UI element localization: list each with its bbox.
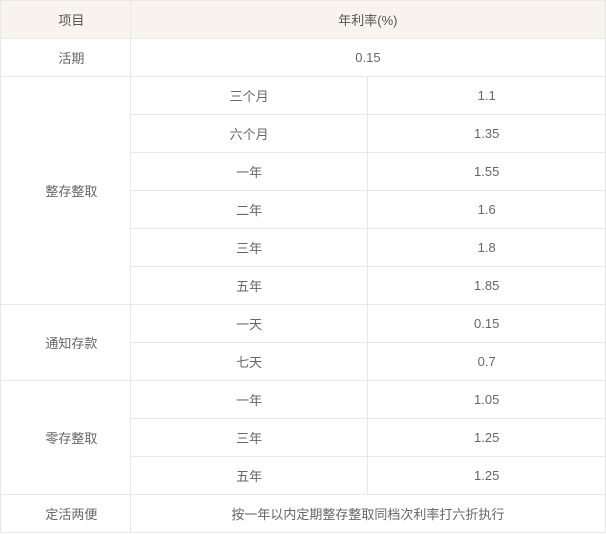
table-row: 零存整取 一年 1.05 xyxy=(1,381,606,419)
term-cell: 二年 xyxy=(130,191,368,229)
lump-label: 整存整取 xyxy=(1,77,131,305)
rate-cell: 1.55 xyxy=(368,153,606,191)
demand-rate: 0.15 xyxy=(130,39,605,77)
demand-row: 活期 0.15 xyxy=(1,39,606,77)
table-row: 通知存款 一天 0.15 xyxy=(1,305,606,343)
notice-label: 通知存款 xyxy=(1,305,131,381)
rate-cell: 0.15 xyxy=(368,305,606,343)
rate-cell: 1.05 xyxy=(368,381,606,419)
rate-cell: 1.6 xyxy=(368,191,606,229)
header-item: 项目 xyxy=(1,1,131,39)
term-cell: 一天 xyxy=(130,305,368,343)
header-row: 项目 年利率(%) xyxy=(1,1,606,39)
term-cell: 七天 xyxy=(130,343,368,381)
table-row: 整存整取 三个月 1.1 xyxy=(1,77,606,115)
header-rate: 年利率(%) xyxy=(130,1,605,39)
rate-cell: 1.25 xyxy=(368,457,606,495)
interest-rate-table: 项目 年利率(%) 活期 0.15 整存整取 三个月 1.1 六个月 1.35 … xyxy=(0,0,606,533)
rate-cell: 0.7 xyxy=(368,343,606,381)
term-cell: 三年 xyxy=(130,419,368,457)
rate-cell: 1.85 xyxy=(368,267,606,305)
installment-label: 零存整取 xyxy=(1,381,131,495)
term-cell: 三年 xyxy=(130,229,368,267)
term-cell: 一年 xyxy=(130,153,368,191)
rate-cell: 1.35 xyxy=(368,115,606,153)
term-cell: 三个月 xyxy=(130,77,368,115)
rate-cell: 1.25 xyxy=(368,419,606,457)
demand-label: 活期 xyxy=(1,39,131,77)
term-cell: 六个月 xyxy=(130,115,368,153)
flexible-row: 定活两便 按一年以内定期整存整取同档次利率打六折执行 xyxy=(1,495,606,533)
term-cell: 一年 xyxy=(130,381,368,419)
flexible-note: 按一年以内定期整存整取同档次利率打六折执行 xyxy=(130,495,605,533)
rate-cell: 1.8 xyxy=(368,229,606,267)
flexible-label: 定活两便 xyxy=(1,495,131,533)
term-cell: 五年 xyxy=(130,457,368,495)
rate-cell: 1.1 xyxy=(368,77,606,115)
term-cell: 五年 xyxy=(130,267,368,305)
